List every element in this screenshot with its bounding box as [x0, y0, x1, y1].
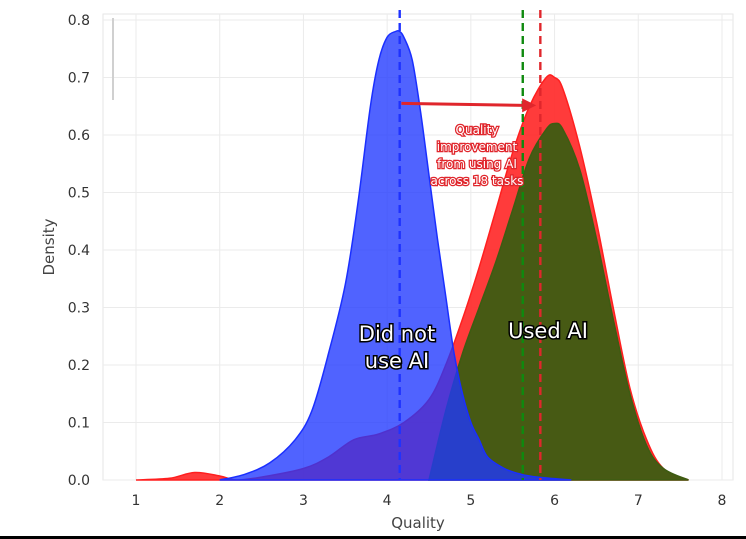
x-tick-label-6: 6 [550, 493, 559, 509]
y-tick-label-0.3: 0.3 [68, 301, 90, 317]
y-axis-title: Density [40, 218, 58, 275]
y-tick-label-0.0: 0.0 [68, 473, 90, 489]
y-tick-label-0.7: 0.7 [68, 71, 90, 87]
x-tick-label-1: 1 [132, 493, 141, 509]
label-did-not-use-line2: use AI [365, 349, 429, 373]
y-tick-label-0.4: 0.4 [68, 243, 90, 259]
y-tick-label-0.8: 0.8 [68, 13, 90, 29]
tick-labels: 1 2 3 4 5 6 7 8 0.0 0.1 0.2 0.3 0.4 0.5 0.6 0.7 0.8 [68, 13, 727, 509]
note-line3: from using AI [437, 157, 517, 171]
note-line4: across 18 tasks [431, 174, 524, 188]
x-tick-label-5: 5 [466, 493, 475, 509]
note-line1: Quality [456, 123, 499, 137]
density-area-did_not_use [219, 30, 572, 481]
x-tick-label-8: 8 [718, 493, 727, 509]
x-tick-label-2: 2 [215, 493, 224, 509]
y-tick-label-0.2: 0.2 [68, 358, 90, 374]
label-did-not-use-line1: Did not [359, 322, 435, 346]
mean-lines [398, 10, 542, 480]
y-tick-label-0.5: 0.5 [68, 186, 90, 202]
x-tick-label-7: 7 [634, 493, 643, 509]
improvement-arrow [401, 98, 537, 113]
density-area-used_green [428, 122, 689, 481]
arrow-shaft [401, 101, 525, 107]
density-areas [135, 30, 689, 481]
x-tick-label-3: 3 [299, 493, 308, 509]
y-tick-label-0.6: 0.6 [68, 128, 90, 144]
label-used-ai: Used AI [508, 319, 588, 343]
x-tick-label-4: 4 [383, 493, 392, 509]
y-tick-label-0.1: 0.1 [68, 416, 90, 432]
arrow-head [522, 98, 537, 113]
x-axis-title: Quality [391, 514, 445, 532]
note-line2: improvement [437, 140, 518, 154]
